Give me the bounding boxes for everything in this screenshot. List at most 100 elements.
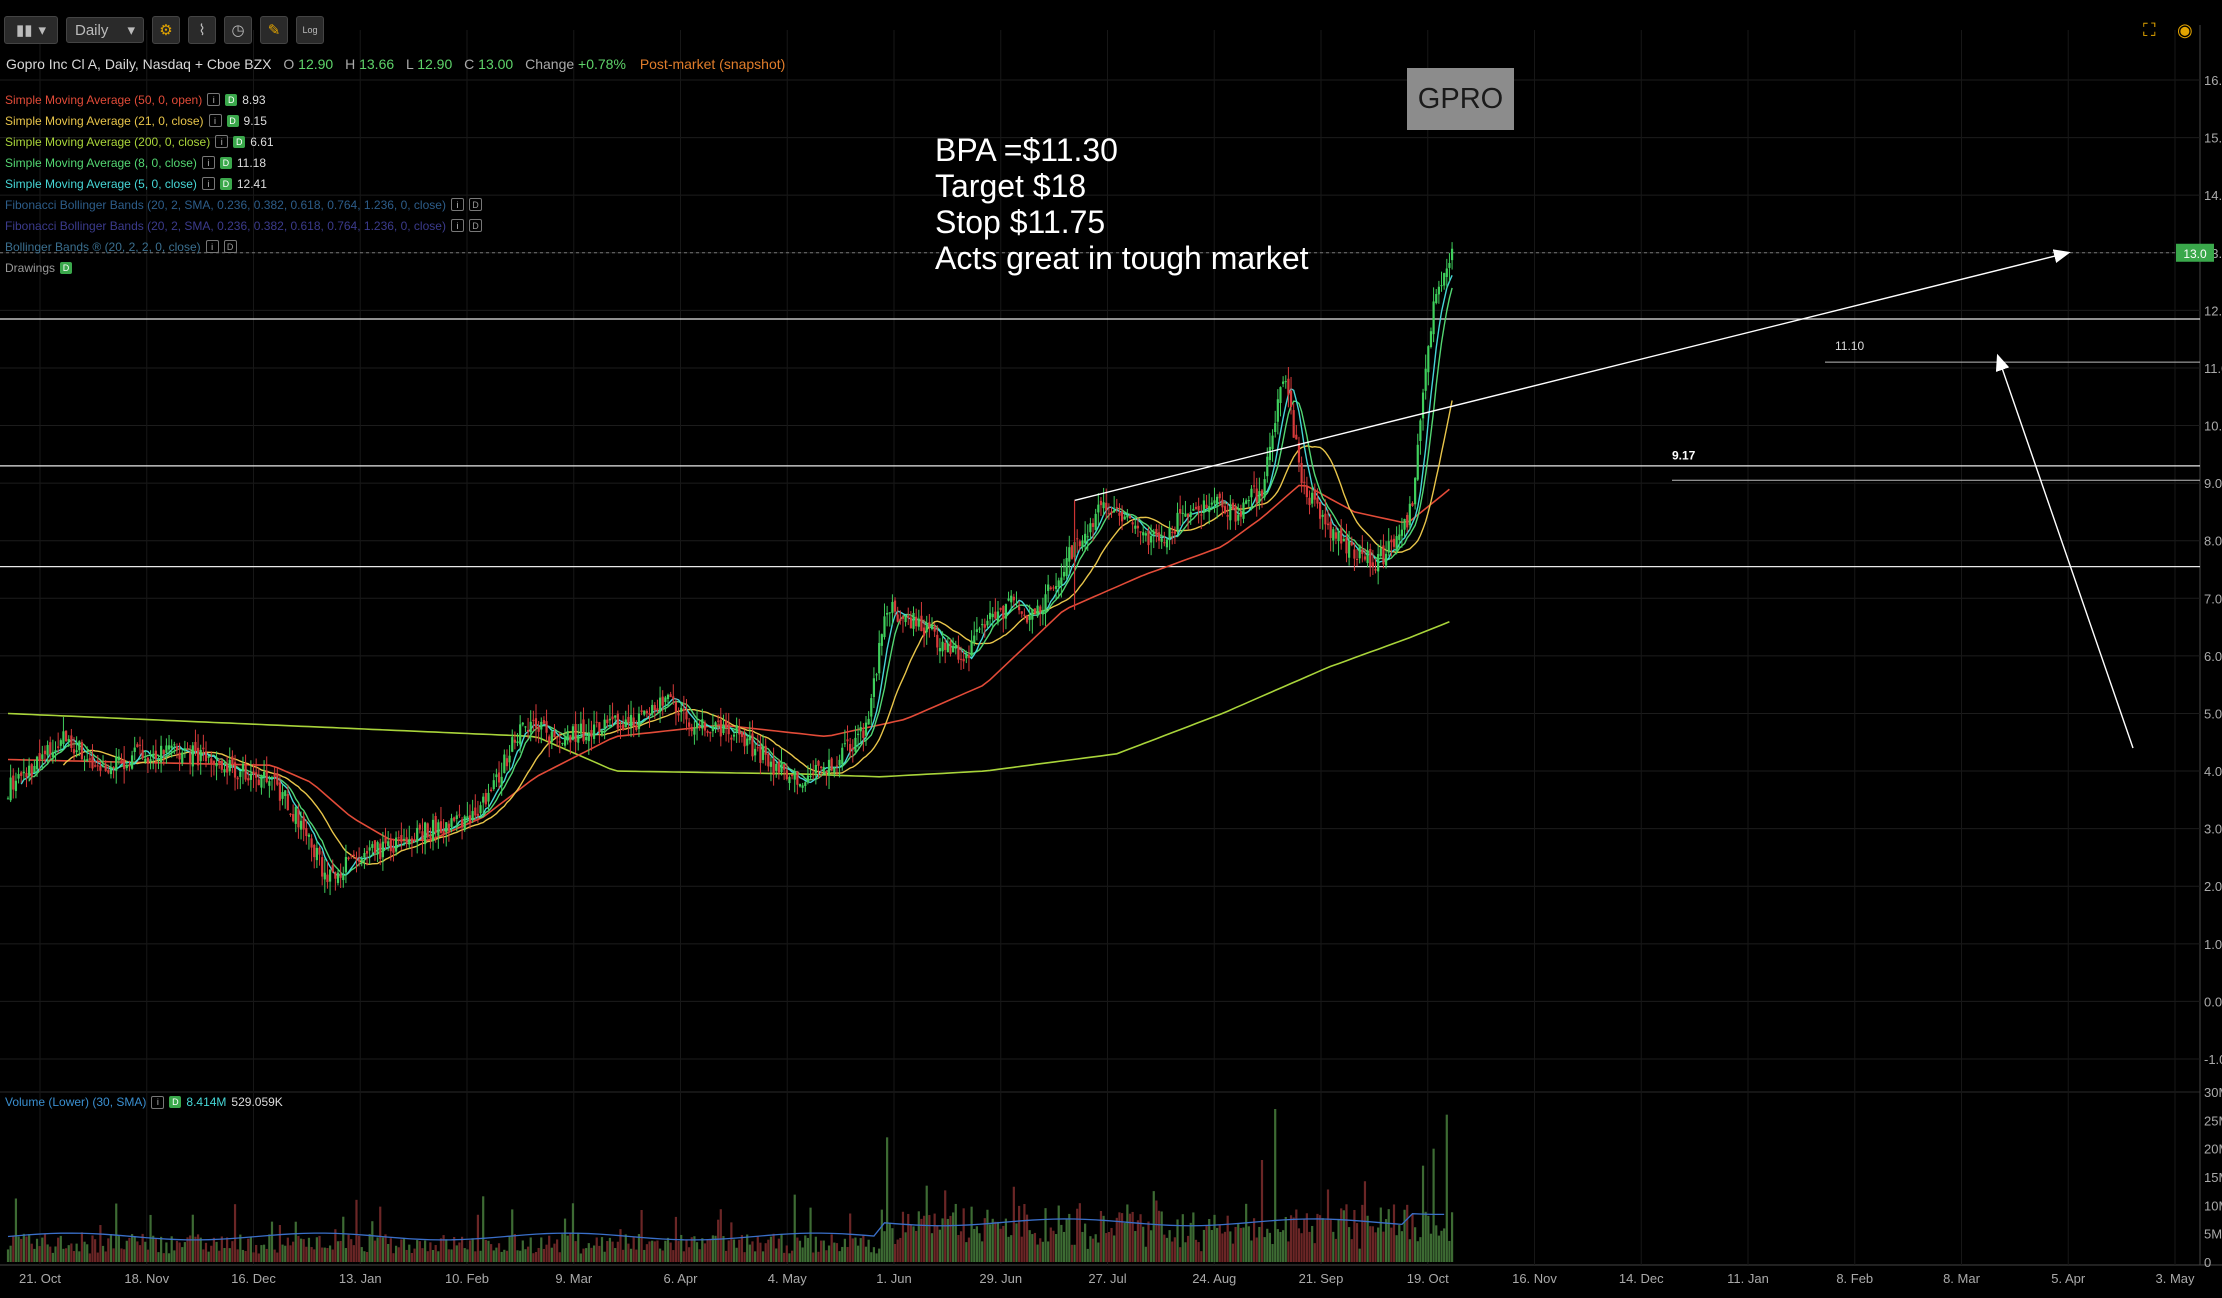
candle-body bbox=[484, 793, 487, 805]
candle-body bbox=[788, 777, 791, 784]
candle-body bbox=[204, 751, 208, 762]
candle-body bbox=[717, 720, 720, 722]
chevron-down-icon: ▾ bbox=[127, 22, 135, 39]
candle bbox=[904, 615, 907, 627]
d-badge[interactable]: D bbox=[226, 114, 239, 127]
volume-bar bbox=[297, 1235, 300, 1262]
candle bbox=[1234, 503, 1237, 531]
candle-body bbox=[616, 713, 619, 729]
clock-button[interactable]: ◷ bbox=[224, 16, 252, 44]
info-badge[interactable]: i bbox=[201, 156, 215, 169]
settings-button[interactable]: ⚙ bbox=[152, 16, 180, 44]
d-badge[interactable]: D bbox=[225, 93, 238, 106]
volume-bar bbox=[606, 1241, 609, 1262]
candle bbox=[1179, 495, 1182, 526]
info-badge[interactable]: i bbox=[450, 219, 464, 232]
volume-bar bbox=[157, 1252, 160, 1262]
volume-bar bbox=[1081, 1231, 1084, 1262]
candle-body bbox=[917, 618, 920, 627]
info-badge[interactable]: i bbox=[207, 93, 221, 106]
candle-body bbox=[1168, 527, 1171, 539]
d-badge[interactable]: D bbox=[468, 198, 482, 211]
candle-body bbox=[247, 778, 250, 781]
candle bbox=[376, 840, 379, 862]
volume-bar bbox=[130, 1234, 134, 1262]
d-badge[interactable]: D bbox=[60, 261, 73, 274]
interval-select[interactable]: Daily ▾ bbox=[66, 17, 144, 43]
candle bbox=[616, 710, 619, 734]
legend-row[interactable]: Drawings D bbox=[5, 257, 482, 278]
info-badge[interactable]: i bbox=[208, 114, 222, 127]
candle-body bbox=[814, 764, 817, 774]
line-tool-button[interactable]: ⌇ bbox=[188, 16, 216, 44]
legend-row[interactable]: Simple Moving Average (8, 0, close) i D 11.… bbox=[5, 152, 482, 173]
volume-bar bbox=[183, 1242, 186, 1262]
legend-row[interactable]: Simple Moving Average (200, 0, close) i D 6… bbox=[5, 131, 482, 152]
candle-body bbox=[270, 777, 274, 779]
volume-bar bbox=[711, 1235, 714, 1262]
legend-row[interactable]: Bollinger Bands ® (20, 2, 2, 0, close) i D bbox=[5, 236, 482, 257]
candle-body bbox=[402, 838, 406, 840]
volume-bar bbox=[812, 1252, 815, 1262]
d-badge[interactable]: D bbox=[233, 135, 246, 148]
d-badge[interactable]: D bbox=[219, 177, 232, 190]
candle-body bbox=[978, 628, 981, 630]
volume-bar bbox=[368, 1234, 371, 1262]
volume-bar bbox=[1300, 1233, 1303, 1262]
candle-body bbox=[41, 754, 44, 759]
level-annotation: 11.10 bbox=[1835, 339, 1864, 353]
screenshot-button[interactable]: ◉ bbox=[2177, 20, 2193, 41]
legend-row[interactable]: Simple Moving Average (21, 0, close) i D 9.… bbox=[5, 110, 482, 131]
volume-bar bbox=[394, 1245, 398, 1262]
info-badge[interactable]: i bbox=[201, 177, 215, 190]
info-badge[interactable]: i bbox=[450, 198, 464, 211]
volume-bar bbox=[899, 1237, 902, 1262]
d-badge[interactable]: D bbox=[468, 219, 482, 232]
candle-body bbox=[1424, 368, 1427, 391]
volume-bar bbox=[991, 1218, 994, 1262]
candle bbox=[1377, 544, 1380, 585]
volume-bar bbox=[1205, 1224, 1208, 1262]
legend-row[interactable]: Fibonacci Bollinger Bands (20, 2, SMA, 0… bbox=[5, 215, 482, 236]
candle bbox=[1218, 491, 1221, 506]
candle bbox=[307, 832, 311, 850]
candle-body bbox=[149, 759, 152, 762]
log-scale-button[interactable]: Log bbox=[296, 16, 324, 44]
candle bbox=[133, 736, 136, 761]
candle bbox=[70, 728, 73, 753]
candle bbox=[804, 781, 807, 792]
legend-row[interactable]: Simple Moving Average (50, 0, open) i D 8.9… bbox=[5, 89, 482, 110]
candle bbox=[822, 762, 825, 773]
volume-bar bbox=[680, 1234, 683, 1262]
info-badge[interactable]: i bbox=[205, 240, 219, 253]
d-badge[interactable]: D bbox=[219, 156, 232, 169]
candle-body bbox=[397, 837, 400, 839]
candle-body bbox=[761, 746, 765, 760]
volume-bar bbox=[1128, 1213, 1132, 1262]
candle bbox=[651, 699, 654, 717]
candle bbox=[1168, 520, 1171, 551]
drawing-tool-button[interactable]: ✎ bbox=[260, 16, 288, 44]
info-badge[interactable]: i bbox=[215, 135, 229, 148]
volume-bar bbox=[307, 1237, 311, 1262]
legend-row[interactable]: Simple Moving Average (5, 0, close) i D 12.… bbox=[5, 173, 482, 194]
candle-body bbox=[899, 618, 902, 621]
d-badge[interactable]: D bbox=[169, 1096, 182, 1108]
volume-bar bbox=[194, 1236, 197, 1262]
candle-body bbox=[635, 725, 638, 730]
candle bbox=[160, 735, 163, 773]
chart-type-button[interactable]: ▮▮ ▾ bbox=[4, 16, 58, 44]
volume-bar bbox=[1411, 1214, 1414, 1262]
candle-body bbox=[545, 721, 548, 733]
price-tick-label: 7.00 bbox=[2204, 591, 2222, 606]
legend-row[interactable]: Fibonacci Bollinger Bands (20, 2, SMA, 0… bbox=[5, 194, 482, 215]
candle-body bbox=[785, 770, 788, 780]
info-badge[interactable]: i bbox=[151, 1095, 165, 1109]
candle-body bbox=[738, 727, 741, 735]
expand-button[interactable]: ⛶ bbox=[2143, 20, 2156, 41]
volume-bar bbox=[1305, 1213, 1308, 1262]
d-badge[interactable]: D bbox=[223, 240, 237, 253]
candle bbox=[1445, 258, 1448, 289]
candle-body bbox=[1084, 533, 1087, 544]
